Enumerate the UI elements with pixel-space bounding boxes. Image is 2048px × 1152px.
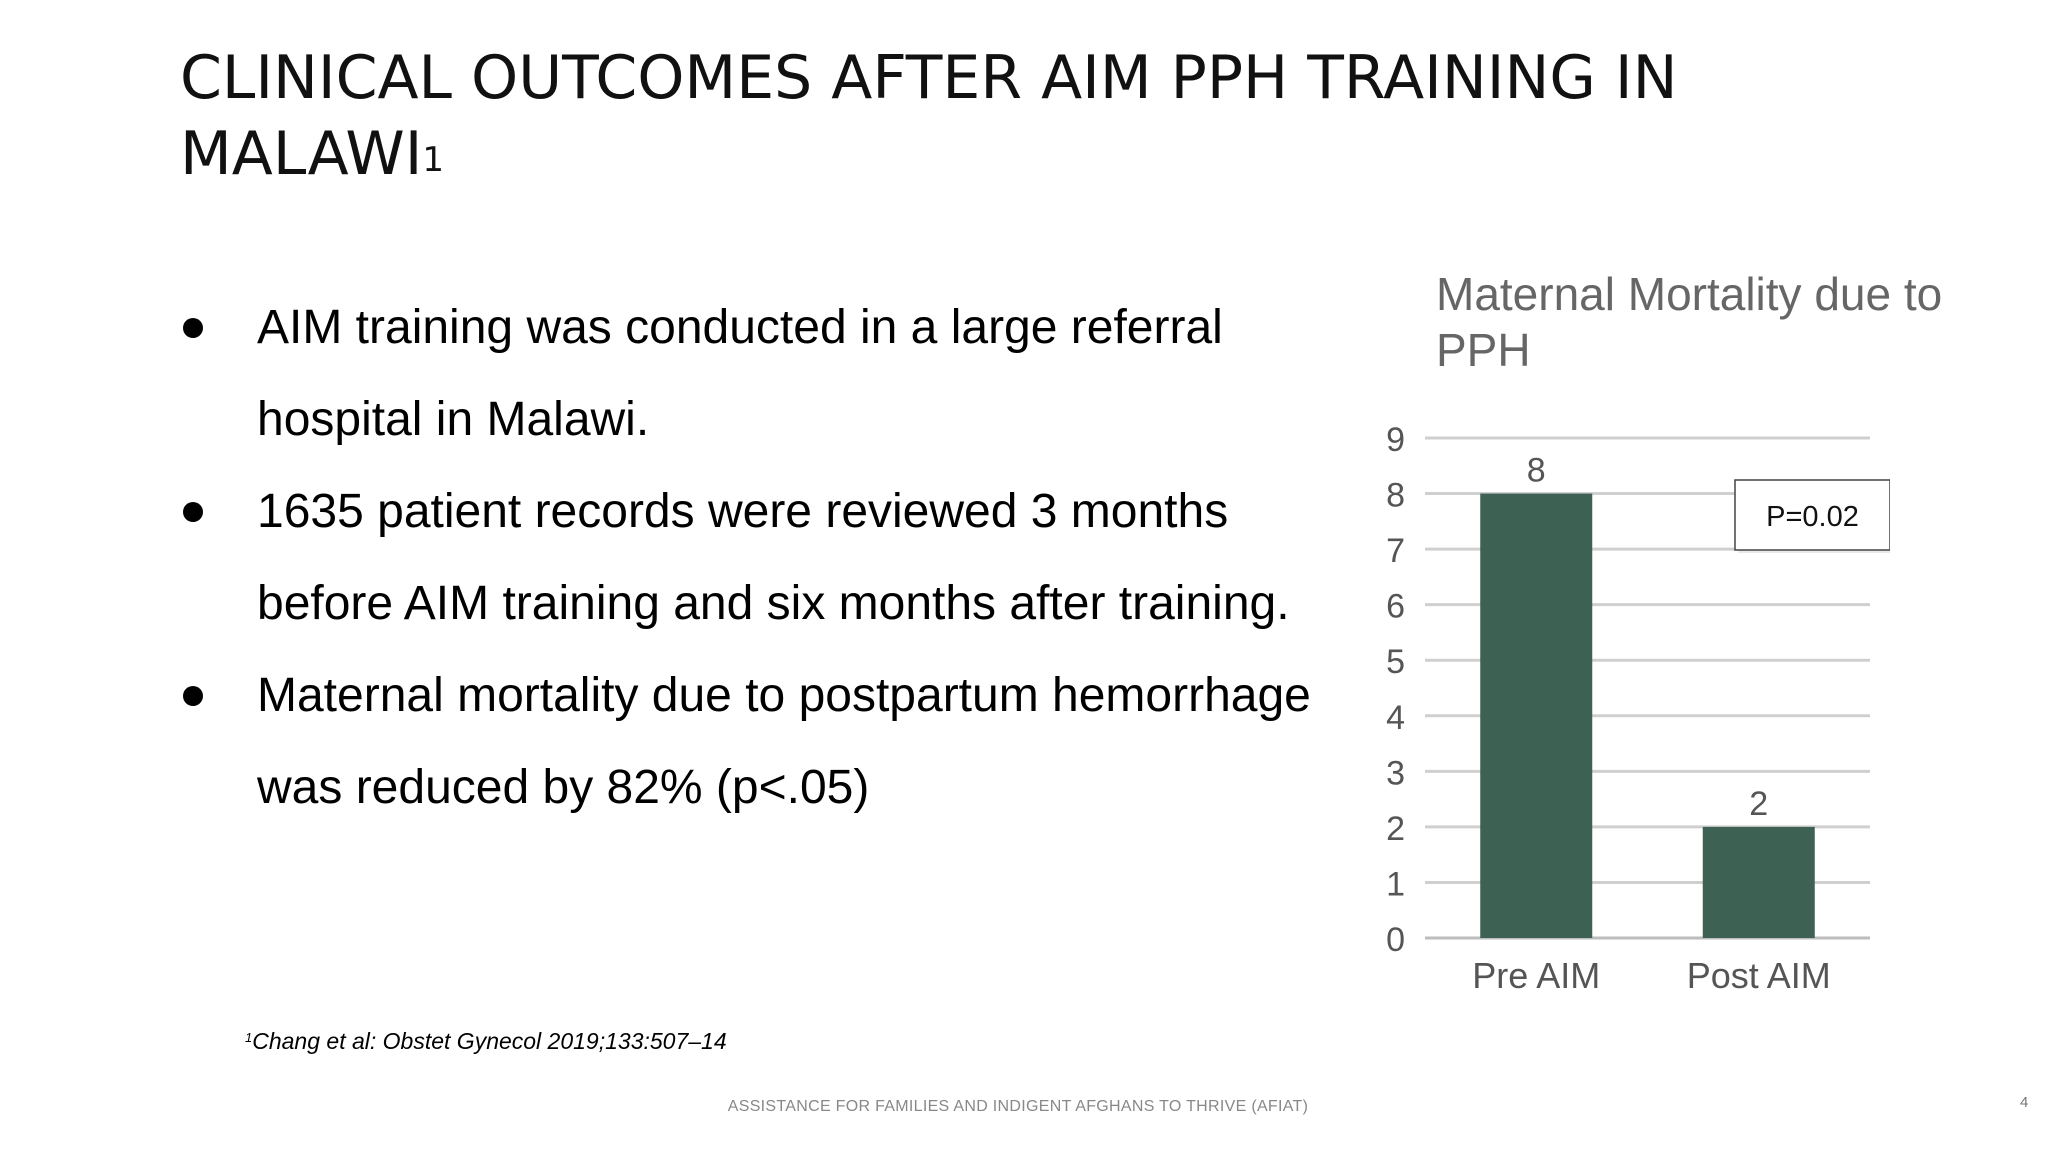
bullet-item: Maternal mortality due to postpartum hem… (180, 650, 1340, 834)
bullet-dot-icon (183, 318, 203, 338)
footnote-text: Chang et al: Obstet Gynecol 2019;133:507… (252, 1028, 727, 1054)
title-footnote-marker: 1 (422, 140, 445, 180)
slide-title: CLINICAL OUTCOMES AFTER AIM PPH TRAINING… (180, 40, 1780, 192)
annotation-text: P=0.02 (1766, 501, 1859, 533)
x-tick-label: Post AIM (1687, 955, 1831, 996)
annotation-box (1734, 479, 1890, 551)
bar (1702, 826, 1815, 938)
bullet-text: Maternal mortality due to postpartum hem… (257, 669, 1311, 814)
data-label: 2 (1749, 785, 1768, 823)
y-tick-label: 6 (1386, 588, 1405, 626)
bullet-list: AIM training was conducted in a large re… (180, 282, 1340, 834)
bar (1480, 493, 1593, 938)
y-tick-label: 8 (1386, 477, 1405, 515)
y-tick-label: 9 (1386, 421, 1405, 459)
y-tick-label: 4 (1386, 699, 1405, 737)
bullet-item: 1635 patient records were reviewed 3 mon… (180, 466, 1340, 650)
x-tick-label: Pre AIM (1472, 955, 1600, 996)
bullet-text: 1635 patient records were reviewed 3 mon… (257, 485, 1290, 630)
bullet-dot-icon (183, 686, 203, 706)
chart-title: Maternal Mortality due to PPH (1436, 268, 1943, 376)
y-tick-label: 5 (1386, 643, 1405, 681)
bullet-dot-icon (183, 502, 203, 522)
data-label: 8 (1527, 452, 1546, 490)
y-tick-label: 0 (1386, 921, 1405, 959)
bullet-text: AIM training was conducted in a large re… (257, 301, 1223, 446)
slide-title-text: CLINICAL OUTCOMES AFTER AIM PPH TRAINING… (180, 43, 1678, 189)
footnote: 1Chang et al: Obstet Gynecol 2019;133:50… (245, 1028, 727, 1055)
bullet-item: AIM training was conducted in a large re… (180, 282, 1340, 466)
y-tick-label: 7 (1386, 532, 1405, 570)
y-tick-label: 2 (1386, 810, 1405, 848)
footnote-marker: 1 (245, 1030, 253, 1045)
y-tick-label: 1 (1386, 865, 1405, 903)
page-number: 4 (2020, 1094, 2029, 1111)
y-tick-label: 3 (1386, 754, 1405, 792)
slide-footer: ASSISTANCE FOR FAMILIES AND INDIGENT AFG… (727, 1098, 1309, 1115)
bar-chart: 0 1 2 3 4 5 6 7 8 9 8 Pre AIM 2 Post AIM P=0.02 (1386, 421, 1890, 996)
